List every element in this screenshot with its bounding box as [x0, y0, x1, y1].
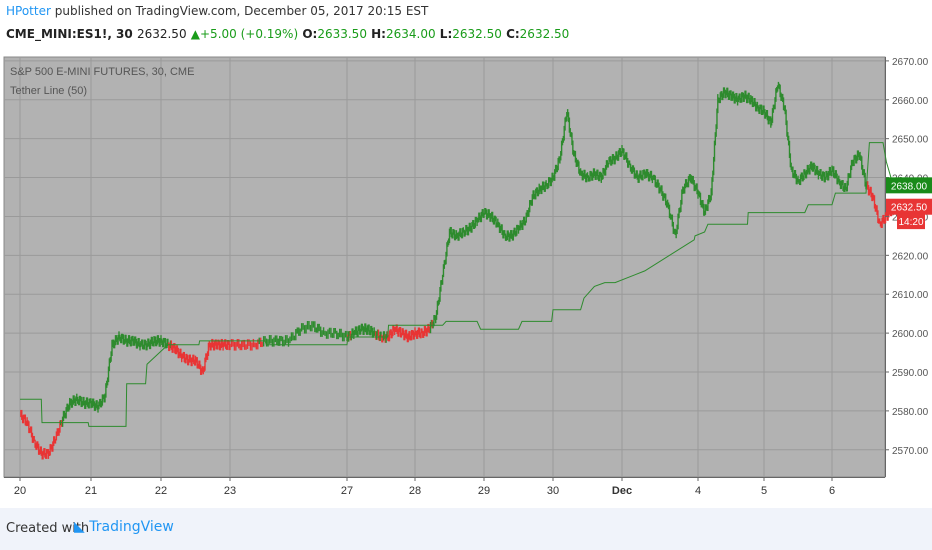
price-badge [886, 177, 932, 194]
time-axis[interactable] [4, 477, 885, 503]
x-tick-label: 29 [478, 485, 490, 497]
x-tick-label: 20 [14, 485, 26, 497]
y-tick-label: 2610.00 [892, 290, 929, 301]
author-link[interactable]: HPotter [6, 4, 51, 18]
close-value: 2632.50 [519, 27, 570, 41]
high-label: H: [371, 27, 386, 41]
x-tick-label: 27 [341, 485, 353, 497]
candles [20, 81, 894, 460]
up-arrow-icon: ▲ [190, 27, 200, 41]
grid-lines [4, 57, 885, 477]
last-price: 2632.50 [136, 27, 187, 41]
y-tick-label: 2660.00 [892, 96, 929, 107]
x-tick-label: 5 [761, 485, 767, 497]
footer-bar: Created with ◣ TradingView [0, 508, 932, 550]
published-text: published on TradingView.com, December 0… [54, 4, 429, 18]
low-label: L: [439, 27, 453, 41]
y-tick-label: 2650.00 [892, 135, 929, 146]
tether-line-layer [20, 142, 894, 427]
x-tick-label: 21 [85, 485, 97, 497]
price-badge [886, 198, 932, 215]
high-value: 2634.00 [385, 27, 436, 41]
time-axis-labels: 20 21 22 23 27 28 29 30 Dec 4 5 6 [14, 477, 835, 497]
y-tick-label: 2600.00 [892, 329, 929, 340]
x-tick-label: 6 [829, 485, 835, 497]
price-badge-label: 2632.50 [891, 203, 928, 214]
open-value: 2633.50 [317, 27, 367, 41]
publish-line: HPotter published on TradingView.com, De… [6, 4, 428, 18]
created-with-text: Created with [6, 521, 90, 536]
price-axis[interactable] [885, 57, 932, 477]
y-tick-label: 2590.00 [892, 368, 929, 379]
x-tick-label: 4 [695, 485, 701, 497]
tradingview-link[interactable]: ◣ TradingView [74, 519, 174, 535]
x-tick-label: 30 [547, 485, 559, 497]
y-tick-label: 2580.00 [892, 407, 929, 418]
price-badge-label: 14:20 [898, 217, 923, 228]
tether-line [20, 142, 894, 427]
x-tick-label: 22 [155, 485, 167, 497]
price-chart[interactable]: 2570.00 2580.00 2590.00 2600.00 2610.00 2620.… [0, 52, 932, 508]
price-change: +5.00 (+0.19%) [200, 27, 299, 41]
x-tick-label: Dec [612, 485, 632, 497]
x-tick-label: 28 [409, 485, 421, 497]
tradingview-logo-icon: ◣ [74, 519, 85, 535]
price-badges: 2638.00 2632.50 14:20 [886, 177, 932, 230]
low-value: 2632.50 [452, 27, 502, 41]
symbol-name[interactable]: CME_MINI:ES1!, 30 [6, 27, 133, 41]
y-tick-label: 2620.00 [892, 251, 929, 262]
open-label: O: [302, 27, 318, 41]
tradingview-brand: TradingView [89, 519, 174, 535]
x-tick-label: 23 [224, 485, 236, 497]
legend-indicator: Tether Line (50) [10, 85, 87, 97]
y-tick-label: 2670.00 [892, 57, 929, 68]
price-badge-label: 2638.00 [891, 181, 928, 192]
legend-instrument: S&P 500 E-MINI FUTURES, 30, CME [10, 66, 194, 78]
price-badge [897, 213, 925, 230]
symbol-bar: CME_MINI:ES1!, 30 2632.50 ▲+5.00 (+0.19%… [6, 27, 569, 41]
close-label: C: [506, 27, 520, 41]
y-tick-label: 2570.00 [892, 446, 929, 457]
